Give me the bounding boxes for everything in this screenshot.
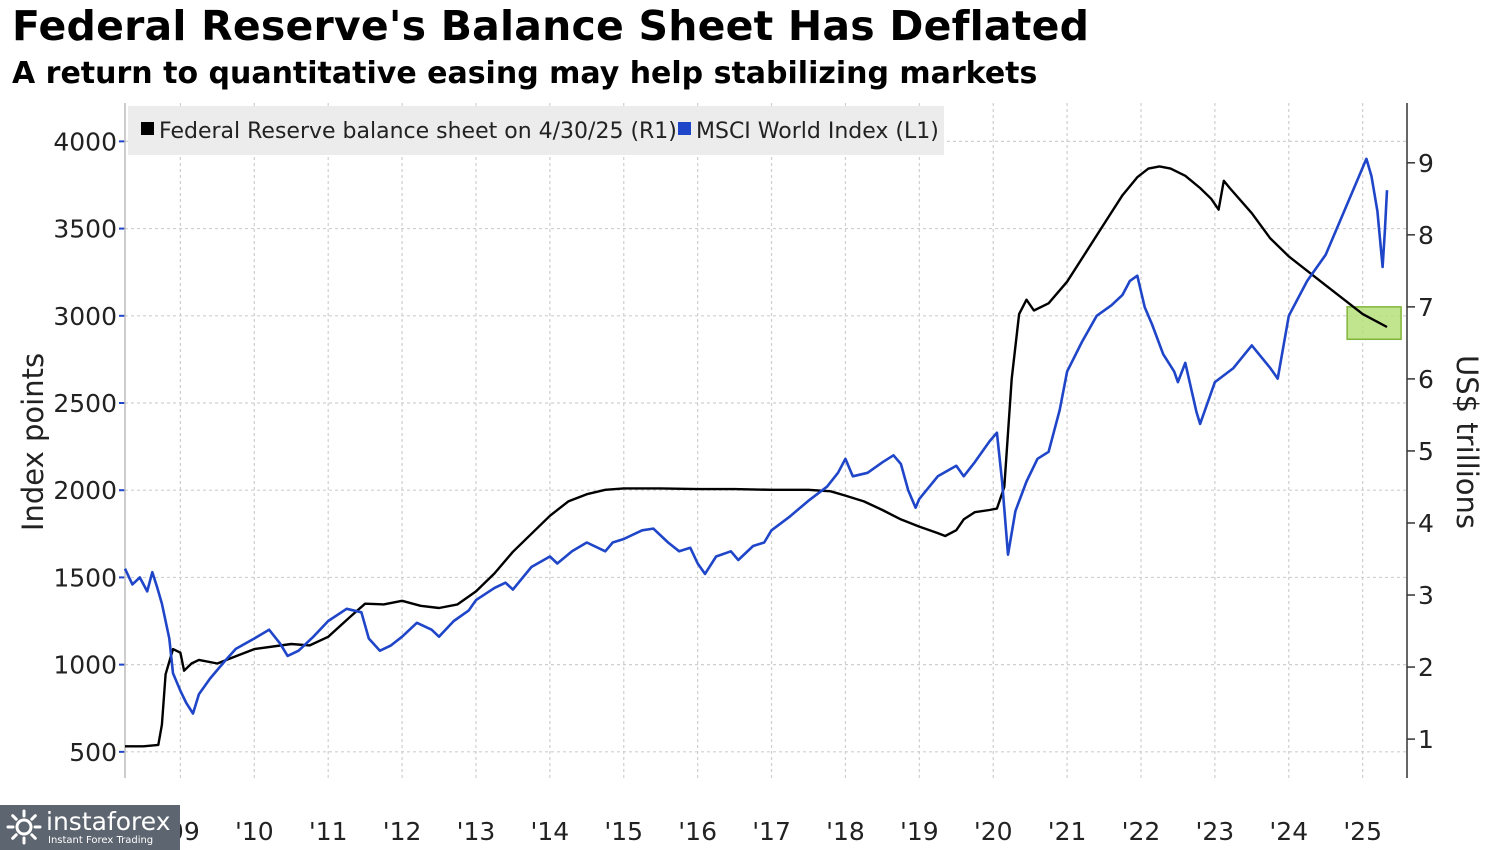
watermark-brand: instaforex xyxy=(46,807,171,836)
legend: Federal Reserve balance sheet on 4/30/25… xyxy=(128,106,944,155)
x-tick-label: '10 xyxy=(235,817,274,846)
x-tick-label: '22 xyxy=(1122,817,1161,846)
x-tick-label: '17 xyxy=(752,817,791,846)
x-tick-label: '21 xyxy=(1048,817,1087,846)
y-right-tick-label: 7 xyxy=(1418,293,1434,322)
watermark-tagline: Instant Forex Trading xyxy=(48,835,154,846)
y-left-tick-label: 3500 xyxy=(53,215,117,244)
y-left-tick-label: 500 xyxy=(69,738,117,767)
y-right-tick-label: 1 xyxy=(1418,725,1434,754)
x-tick-label: '13 xyxy=(457,817,496,846)
legend-swatch-fed xyxy=(141,122,154,135)
x-tick-label: '14 xyxy=(531,817,570,846)
y-right-tick-label: 5 xyxy=(1418,437,1434,466)
sun-logo-icon xyxy=(6,809,42,845)
x-tick-label: '12 xyxy=(383,817,422,846)
series-line-msci xyxy=(123,157,1389,715)
legend-background xyxy=(128,106,944,155)
legend-label-fed: Federal Reserve balance sheet on 4/30/25… xyxy=(159,119,677,144)
y-left-tick-label: 2500 xyxy=(53,389,117,418)
legend-swatch-msci xyxy=(678,122,691,135)
y-left-tick-label: 1500 xyxy=(53,563,117,592)
y-axis-right-label: US$ trillions xyxy=(1450,355,1484,529)
y-right-tick-label: 6 xyxy=(1418,365,1434,394)
series-line-fed xyxy=(125,165,1388,748)
chart-title: Federal Reserve's Balance Sheet Has Defl… xyxy=(12,2,1090,50)
y-left-tick-label: 2000 xyxy=(53,476,117,505)
highlight-box xyxy=(1346,306,1402,341)
x-tick-label: '11 xyxy=(309,817,348,846)
y-right-tick-label: 4 xyxy=(1418,509,1434,538)
x-tick-label: '15 xyxy=(604,817,643,846)
x-tick-label: '24 xyxy=(1269,817,1308,846)
chart-subtitle: A return to quantitative easing may help… xyxy=(12,56,1038,91)
instaforex-watermark: instaforex Instant Forex Trading xyxy=(0,805,180,850)
x-tick-label: '16 xyxy=(678,817,717,846)
y-right-tick-label: 3 xyxy=(1418,581,1434,610)
y-right-tick-label: 8 xyxy=(1418,221,1434,250)
x-tick-label: '25 xyxy=(1343,817,1382,846)
y-left-tick-label: 1000 xyxy=(53,651,117,680)
x-tick-label: '18 xyxy=(826,817,865,846)
legend-label-msci: MSCI World Index (L1) xyxy=(696,119,939,144)
x-tick-label: '19 xyxy=(900,817,939,846)
y-right-tick-label: 9 xyxy=(1418,149,1434,178)
y-left-tick-label: 3000 xyxy=(53,302,117,331)
y-left-tick-label: 4000 xyxy=(53,127,117,156)
y-axis-left-label: Index points xyxy=(16,353,50,531)
x-tick-label: '20 xyxy=(974,817,1013,846)
x-tick-label: '23 xyxy=(1196,817,1235,846)
axes: '09'10'11'12'13'14'15'16'17'18'19'20'21 '… xyxy=(53,103,1434,846)
y-right-tick-label: 2 xyxy=(1418,653,1434,682)
